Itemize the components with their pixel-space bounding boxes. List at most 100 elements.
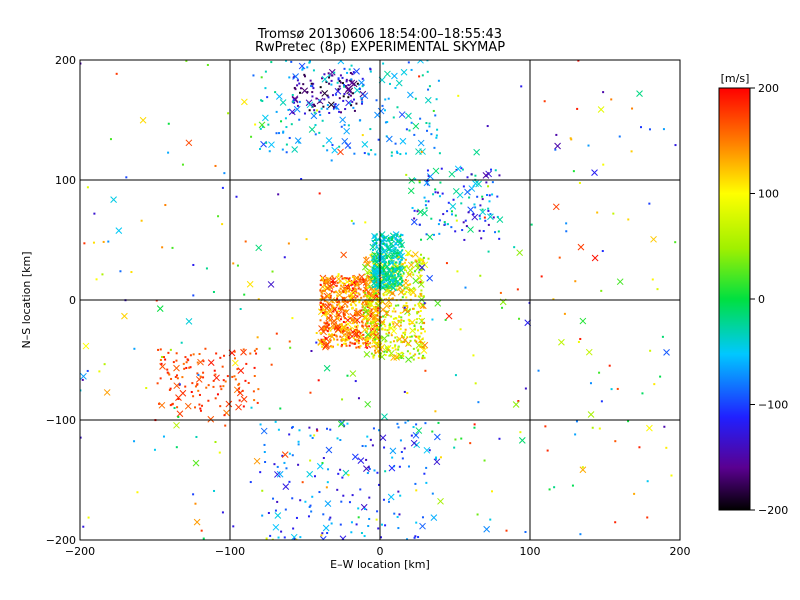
data-point bbox=[575, 420, 578, 423]
data-point bbox=[168, 373, 171, 376]
data-point-x-marker bbox=[424, 96, 432, 104]
data-point bbox=[332, 310, 335, 313]
data-point bbox=[370, 352, 373, 355]
data-point-x-marker bbox=[363, 350, 371, 358]
data-point bbox=[392, 322, 395, 325]
data-point-x-marker bbox=[195, 376, 203, 383]
data-point-x-marker bbox=[384, 70, 391, 78]
data-point bbox=[524, 531, 527, 534]
data-point bbox=[393, 250, 396, 253]
data-point bbox=[249, 481, 252, 484]
data-point bbox=[319, 86, 322, 89]
data-point bbox=[391, 237, 394, 240]
data-point-x-marker bbox=[341, 137, 349, 145]
data-point bbox=[356, 324, 359, 327]
data-point bbox=[391, 347, 394, 350]
data-point bbox=[319, 302, 322, 305]
data-point bbox=[359, 333, 362, 336]
data-point bbox=[366, 286, 369, 289]
data-point bbox=[176, 377, 179, 380]
data-point bbox=[233, 350, 236, 353]
data-point bbox=[366, 335, 369, 338]
data-point bbox=[332, 107, 335, 110]
data-point bbox=[314, 133, 317, 136]
data-point bbox=[160, 362, 163, 365]
data-point-x-marker bbox=[370, 279, 378, 287]
data-point bbox=[326, 301, 329, 304]
data-point bbox=[400, 276, 403, 279]
data-point bbox=[476, 195, 479, 198]
data-point bbox=[397, 275, 400, 278]
data-point bbox=[423, 321, 426, 324]
data-point bbox=[435, 136, 438, 139]
data-point bbox=[367, 466, 370, 469]
data-point-x-marker bbox=[185, 318, 193, 325]
data-point-x-marker bbox=[236, 389, 244, 397]
data-point bbox=[420, 294, 423, 297]
data-point bbox=[261, 489, 264, 492]
data-point bbox=[247, 381, 250, 384]
data-point bbox=[366, 435, 369, 438]
data-point bbox=[344, 340, 347, 343]
data-point bbox=[385, 293, 388, 296]
data-point bbox=[333, 334, 336, 337]
data-point-x-marker bbox=[434, 300, 442, 307]
data-point bbox=[421, 318, 424, 321]
data-point bbox=[436, 191, 439, 194]
data-point bbox=[379, 279, 382, 282]
data-point bbox=[115, 72, 118, 75]
data-point bbox=[219, 356, 222, 359]
data-point bbox=[365, 256, 368, 259]
data-point bbox=[322, 145, 325, 148]
data-point-x-marker bbox=[407, 91, 414, 99]
data-point bbox=[397, 304, 400, 307]
data-point bbox=[419, 341, 422, 344]
data-point-x-marker bbox=[579, 466, 587, 474]
data-point bbox=[331, 144, 334, 147]
data-point bbox=[612, 212, 615, 215]
data-point bbox=[382, 498, 385, 501]
data-point bbox=[371, 345, 374, 348]
data-point bbox=[81, 378, 84, 381]
data-point bbox=[255, 352, 258, 355]
data-point-x-marker bbox=[193, 518, 201, 526]
data-point-x-marker bbox=[650, 235, 657, 243]
data-point bbox=[343, 84, 346, 87]
data-point bbox=[375, 292, 378, 295]
data-point bbox=[371, 325, 374, 328]
data-point bbox=[380, 272, 383, 275]
data-point-x-marker bbox=[121, 312, 128, 320]
data-point bbox=[565, 222, 568, 225]
data-point bbox=[454, 214, 457, 217]
data-point-x-marker bbox=[389, 284, 397, 292]
data-point bbox=[376, 276, 379, 279]
data-point bbox=[309, 459, 312, 462]
data-point bbox=[202, 371, 205, 374]
data-point bbox=[396, 249, 399, 252]
data-point bbox=[346, 301, 349, 304]
data-point bbox=[378, 339, 381, 342]
scatter-points bbox=[80, 60, 677, 540]
data-point bbox=[434, 114, 437, 117]
data-point bbox=[394, 246, 397, 249]
data-point-x-marker bbox=[338, 419, 346, 427]
data-point bbox=[277, 193, 280, 196]
data-point bbox=[164, 204, 167, 207]
data-point bbox=[468, 196, 471, 199]
data-point bbox=[311, 95, 314, 98]
data-point bbox=[281, 148, 284, 151]
data-point bbox=[341, 330, 344, 333]
data-point bbox=[418, 271, 421, 274]
data-point bbox=[391, 456, 394, 459]
data-point-x-marker bbox=[327, 101, 335, 109]
data-point-x-marker bbox=[371, 251, 379, 259]
data-point bbox=[233, 375, 236, 378]
data-point bbox=[394, 261, 397, 264]
data-point bbox=[342, 277, 345, 280]
data-point bbox=[410, 121, 413, 124]
data-point bbox=[548, 488, 551, 491]
data-point-x-marker bbox=[237, 367, 245, 374]
data-point bbox=[260, 76, 263, 79]
data-point bbox=[461, 168, 464, 171]
data-point-x-marker bbox=[340, 251, 348, 259]
